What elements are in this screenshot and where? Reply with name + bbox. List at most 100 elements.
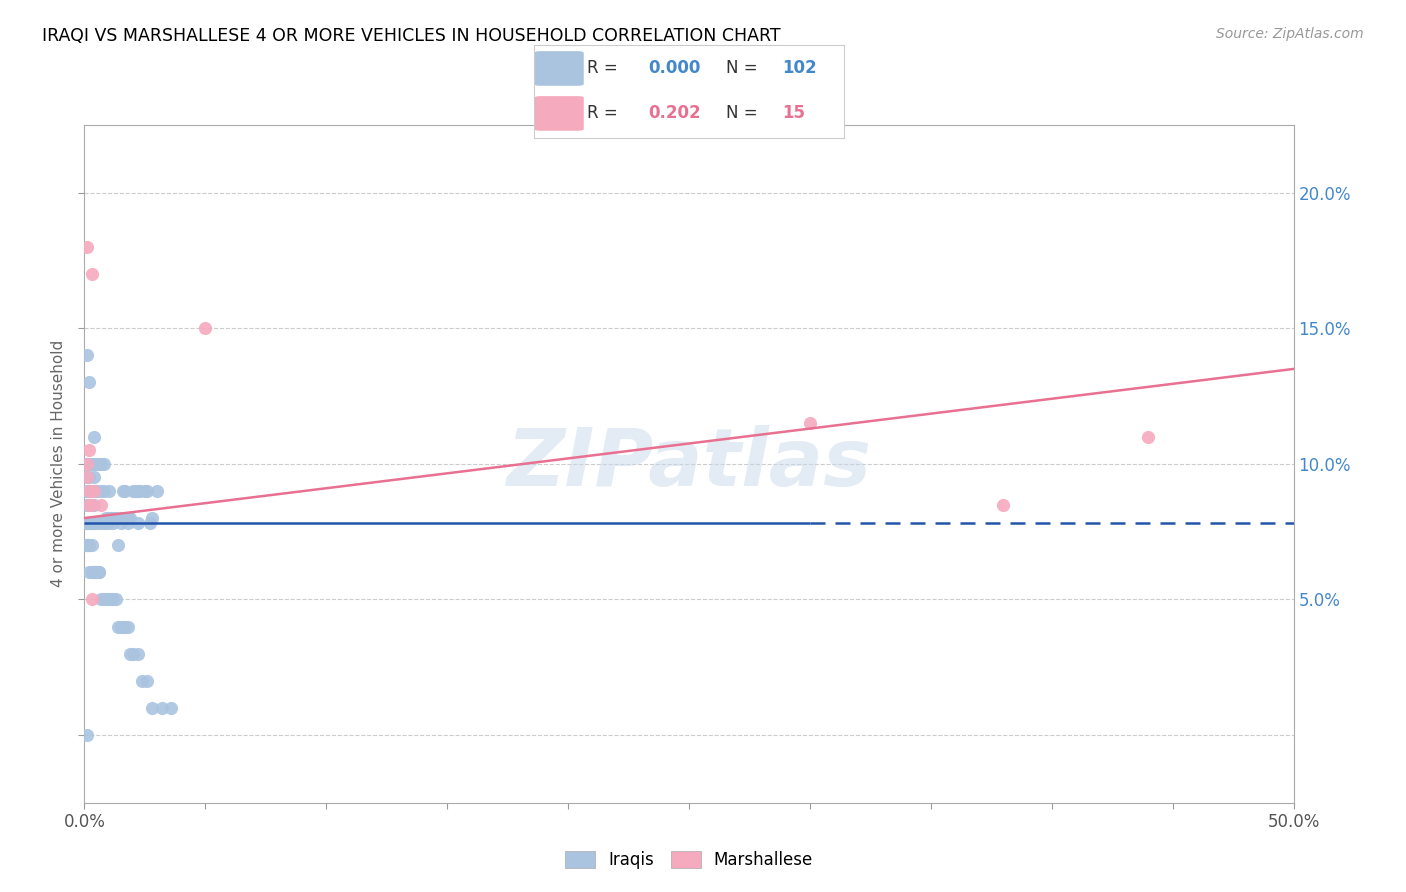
Point	[76, 483, 98, 498]
Point	[76, 470, 98, 484]
Point	[160, 701, 183, 715]
Point	[104, 511, 127, 525]
Point	[120, 647, 142, 661]
Point	[127, 483, 149, 498]
Point	[83, 566, 105, 580]
Point	[194, 321, 217, 335]
Point	[90, 498, 112, 512]
Point	[1137, 430, 1160, 444]
Point	[76, 457, 98, 471]
Text: R =: R =	[586, 60, 623, 78]
Point	[114, 619, 136, 633]
Text: N =: N =	[725, 104, 763, 122]
Point	[76, 516, 98, 531]
Point	[100, 592, 122, 607]
Point	[129, 483, 152, 498]
Point	[77, 483, 100, 498]
Point	[107, 619, 129, 633]
Point	[87, 566, 110, 580]
Point	[141, 701, 163, 715]
Point	[97, 483, 120, 498]
Point	[77, 516, 100, 531]
Point	[97, 511, 120, 525]
Point	[76, 457, 98, 471]
Point	[76, 348, 98, 362]
Text: Source: ZipAtlas.com: Source: ZipAtlas.com	[1216, 27, 1364, 41]
Point	[77, 498, 100, 512]
Text: IRAQI VS MARSHALLESE 4 OR MORE VEHICLES IN HOUSEHOLD CORRELATION CHART: IRAQI VS MARSHALLESE 4 OR MORE VEHICLES …	[42, 27, 780, 45]
Point	[87, 516, 110, 531]
Point	[127, 647, 149, 661]
Point	[80, 498, 103, 512]
Point	[127, 516, 149, 531]
Point	[90, 516, 112, 531]
Point	[77, 538, 100, 552]
Point	[80, 538, 103, 552]
Point	[90, 592, 112, 607]
Point	[80, 267, 103, 281]
Point	[146, 483, 169, 498]
Point	[77, 470, 100, 484]
Point	[80, 566, 103, 580]
Point	[110, 516, 132, 531]
Point	[93, 516, 115, 531]
Point	[87, 457, 110, 471]
Point	[80, 457, 103, 471]
Point	[138, 516, 160, 531]
Point	[90, 483, 112, 498]
Point	[77, 483, 100, 498]
Point	[117, 516, 139, 531]
Point	[76, 516, 98, 531]
Point	[87, 566, 110, 580]
Point	[76, 516, 98, 531]
Point	[77, 516, 100, 531]
Point	[83, 498, 105, 512]
Point	[80, 483, 103, 498]
Point	[83, 516, 105, 531]
Point	[86, 483, 108, 498]
Point	[131, 673, 153, 688]
Point	[83, 430, 105, 444]
Point	[86, 483, 108, 498]
Point	[76, 728, 98, 742]
Point	[112, 483, 135, 498]
Text: R =: R =	[586, 104, 623, 122]
Point	[77, 538, 100, 552]
Point	[83, 483, 105, 498]
FancyBboxPatch shape	[534, 51, 583, 86]
Point	[77, 376, 100, 390]
Point	[103, 516, 125, 531]
Point	[77, 443, 100, 458]
Point	[90, 457, 112, 471]
Point	[76, 483, 98, 498]
Point	[93, 592, 115, 607]
Point	[110, 619, 132, 633]
Point	[94, 516, 117, 531]
FancyBboxPatch shape	[534, 96, 583, 131]
Point	[150, 701, 173, 715]
Point	[97, 516, 120, 531]
Point	[134, 483, 156, 498]
Point	[76, 457, 98, 471]
Point	[86, 516, 108, 531]
Point	[76, 538, 98, 552]
Text: 0.202: 0.202	[648, 104, 702, 122]
Point	[86, 566, 108, 580]
Text: 0.000: 0.000	[648, 60, 702, 78]
Point	[112, 619, 135, 633]
Point	[121, 647, 143, 661]
Point	[86, 566, 108, 580]
Text: N =: N =	[725, 60, 763, 78]
Point	[76, 470, 98, 484]
Point	[83, 470, 105, 484]
Point	[76, 538, 98, 552]
Point	[83, 566, 105, 580]
Point	[121, 483, 143, 498]
Point	[120, 511, 142, 525]
Point	[124, 483, 146, 498]
Legend: Iraqis, Marshallese: Iraqis, Marshallese	[558, 845, 820, 876]
Point	[80, 498, 103, 512]
Point	[117, 511, 139, 525]
Point	[103, 511, 125, 525]
Text: ZIPatlas: ZIPatlas	[506, 425, 872, 503]
